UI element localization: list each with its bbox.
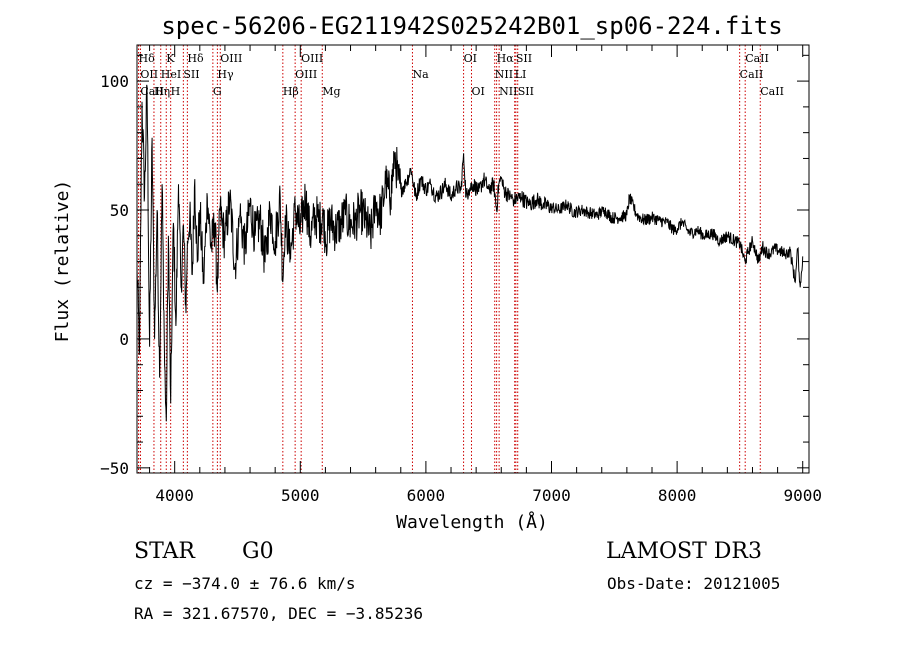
- plot-frame: [136, 44, 810, 474]
- line-label: Hα: [497, 52, 515, 65]
- line-label: Hβ: [283, 85, 299, 98]
- line-label: OIII: [295, 68, 317, 81]
- line-label: Hγ: [217, 68, 234, 81]
- line-label: OIII: [220, 52, 242, 65]
- x-tick-label: 5000: [281, 486, 320, 505]
- line-label: H: [171, 85, 181, 98]
- obs-date: Obs-Date: 20121005: [607, 574, 781, 593]
- line-label: K: [166, 52, 175, 65]
- line-label: Hη: [154, 85, 170, 98]
- line-label: CaII: [745, 52, 769, 65]
- line-label: OI: [464, 52, 477, 65]
- redshift-cz: cz = −374.0 ± 76.6 km/s: [134, 574, 356, 593]
- y-tick-label: 100: [100, 72, 129, 91]
- line-label: HeI: [161, 68, 181, 81]
- line-label: Na: [412, 68, 429, 81]
- line-label: Mg: [322, 85, 340, 98]
- spectral-line-markers: [138, 45, 761, 473]
- x-tick-label: 9000: [783, 486, 822, 505]
- axis-ticks: 4000 5000 6000 7000 8000 9000 −50 0 50 100: [100, 45, 822, 505]
- line-label: OIII: [301, 52, 323, 65]
- y-axis-label: Flux (relative): [52, 180, 73, 343]
- line-label: SII: [516, 52, 532, 65]
- line-label: CaII: [140, 85, 164, 98]
- line-label: Hδ: [187, 52, 204, 65]
- line-label: SII: [518, 85, 534, 98]
- x-tick-label: 6000: [407, 486, 446, 505]
- line-label: OI: [471, 85, 484, 98]
- line-label: CaII: [760, 85, 784, 98]
- spectrum-line: [136, 84, 804, 422]
- ra-dec: RA = 321.67570, DEC = −3.85236: [134, 604, 423, 623]
- line-label: OII: [140, 68, 158, 81]
- line-label: NII: [499, 85, 517, 98]
- y-tick-label: 0: [119, 330, 129, 349]
- line-label: LI: [515, 68, 527, 81]
- x-tick-label: 8000: [658, 486, 697, 505]
- x-tick-label: 7000: [532, 486, 571, 505]
- line-label: NII: [495, 68, 513, 81]
- line-label: CaII: [740, 68, 764, 81]
- chart-title: spec-56206-EG211942S025242B01_sp06-224.f…: [161, 12, 782, 40]
- line-label: SII: [183, 68, 199, 81]
- x-tick-label: 4000: [155, 486, 194, 505]
- spectral-subclass: G0: [242, 539, 274, 564]
- series-layer: [136, 84, 804, 422]
- object-class: STAR: [134, 539, 195, 564]
- line-label: Hδ: [139, 52, 156, 65]
- y-tick-label: −50: [100, 459, 129, 478]
- survey-name: LAMOST DR3: [606, 539, 762, 564]
- y-tick-label: 50: [110, 201, 129, 220]
- line-label: G: [213, 85, 222, 98]
- x-axis-label: Wavelength (Å): [396, 511, 548, 533]
